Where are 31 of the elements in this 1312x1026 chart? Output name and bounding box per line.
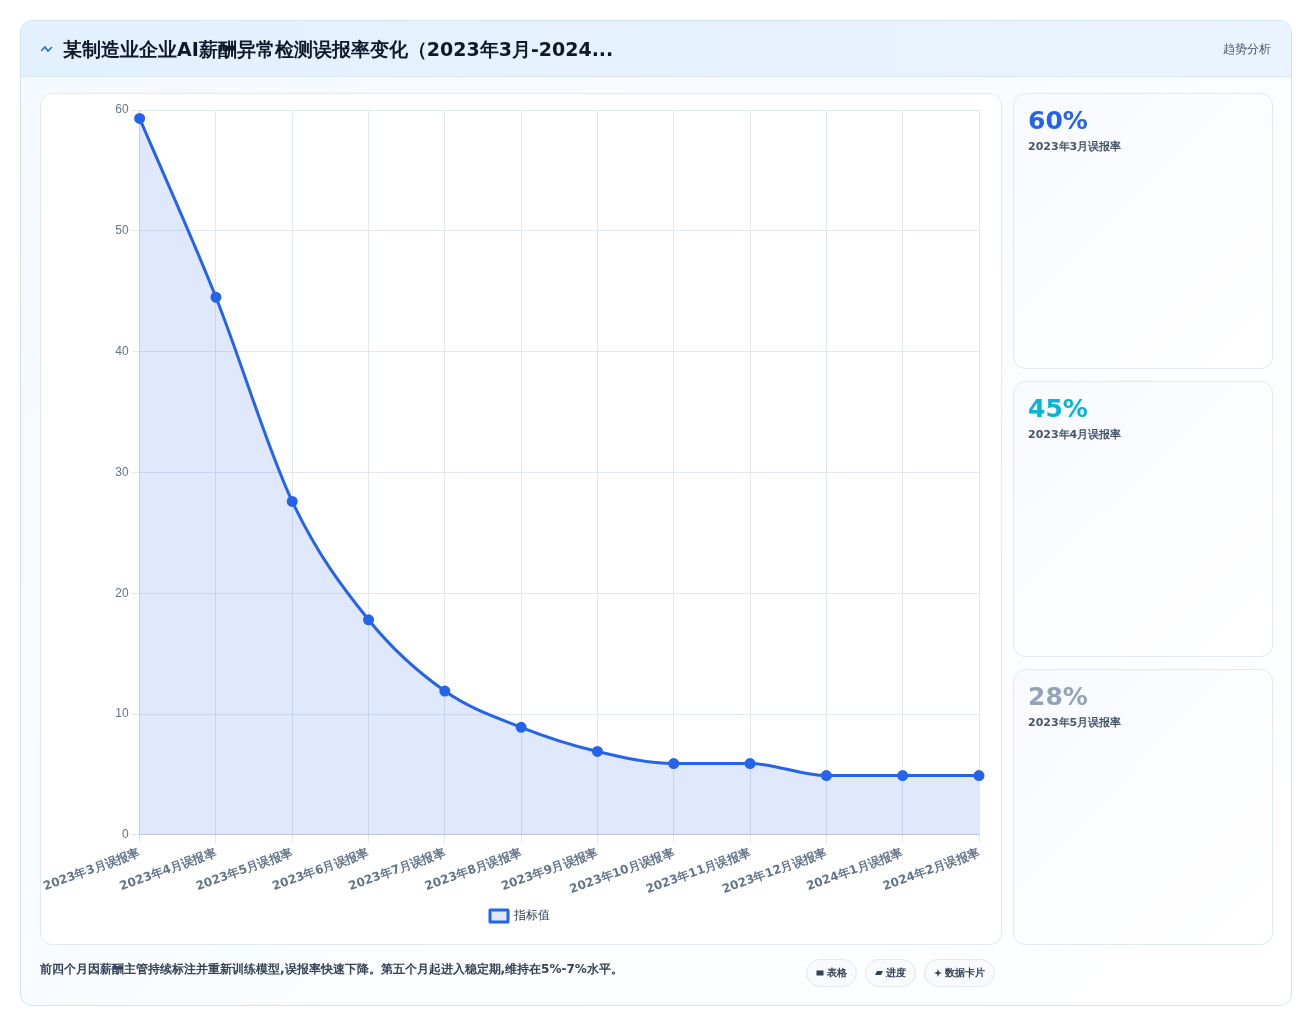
y-tick-label: 30: [115, 464, 129, 479]
y-tick-label: 0: [121, 827, 129, 842]
point: [897, 770, 909, 782]
text: 进度: [886, 966, 906, 980]
chart-title: 某制造业企业AI薪酬异常检测误报率变化（2023年3月-2024...: [63, 37, 614, 62]
text: 表格: [827, 966, 847, 980]
text: 2023年5月误报率: [1028, 715, 1122, 730]
y-tick-label: 60: [115, 102, 129, 117]
text: 45%: [1028, 394, 1088, 423]
point: [591, 745, 603, 757]
point: [744, 758, 756, 770]
point: [363, 614, 375, 626]
point: [820, 770, 832, 782]
point: [668, 758, 680, 770]
text: 趋势分析: [1223, 41, 1271, 58]
y-tick-label: 10: [115, 706, 129, 721]
y-tick-label: 50: [115, 223, 129, 238]
y-tick-label: 20: [115, 585, 129, 600]
point: [973, 770, 985, 782]
y-tick-label: 40: [115, 343, 129, 358]
text: 28%: [1028, 682, 1088, 711]
text: 60%: [1028, 106, 1088, 135]
text: 数据卡片: [945, 966, 985, 980]
point: [210, 291, 222, 303]
text: 前四个月因薪酬主管持续标注并重新训练模型,误报率快速下降。第五个月起进入稳定期,维持在5%-7%水平。: [40, 961, 623, 978]
point: [439, 685, 451, 697]
point: [515, 721, 527, 733]
text: 2023年3月误报率: [1028, 139, 1122, 154]
legend-label: 指标值: [513, 908, 550, 923]
text: 2023年4月误报率: [1028, 427, 1122, 442]
point: [286, 495, 298, 507]
